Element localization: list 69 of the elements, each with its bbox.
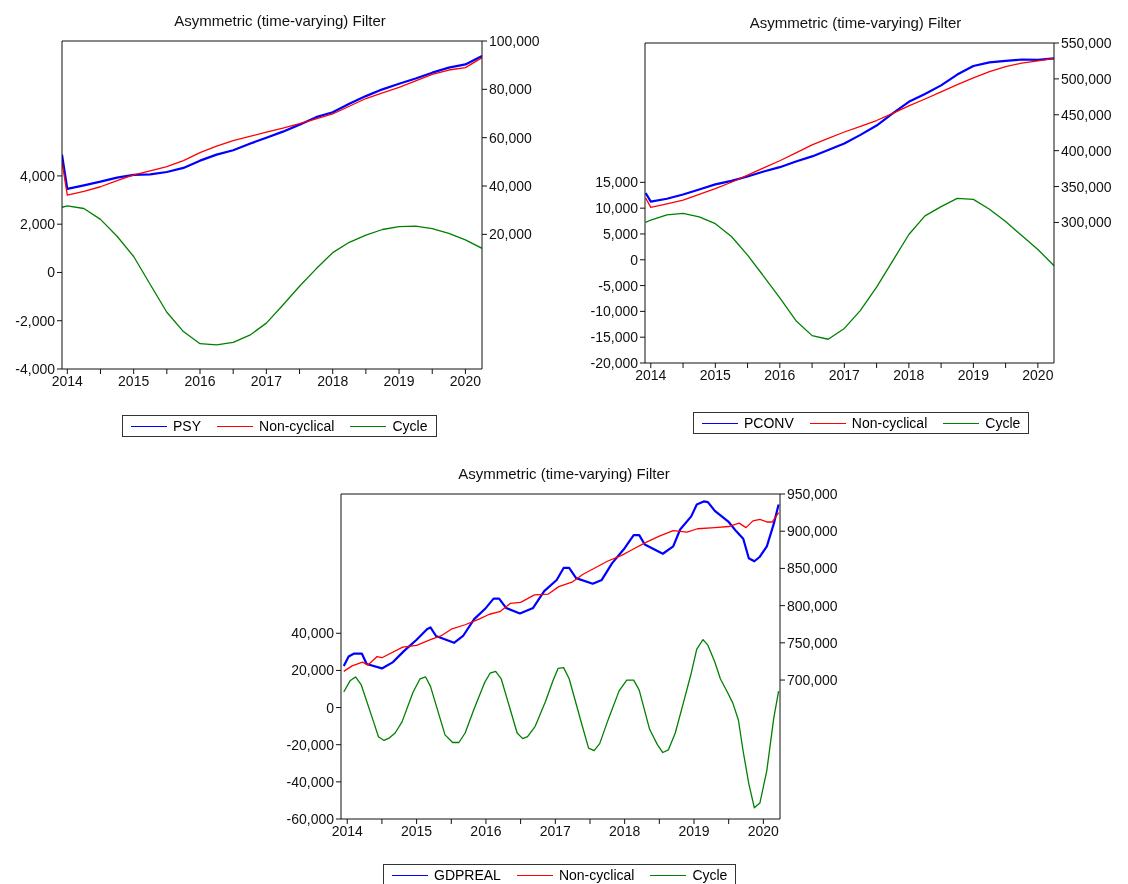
y2-tick-label: 20,000 [489, 226, 533, 243]
line-series [343, 638, 780, 809]
chart-title: Asymmetric (time-varying) Filter [748, 14, 963, 31]
y-tick-label: -60,000 [286, 810, 335, 827]
x-tick-label: 2015 [699, 366, 732, 383]
y2-tick-label: 450,000 [1061, 106, 1112, 123]
x-tick-label: 2017 [250, 372, 283, 389]
x-tick-label: 2016 [764, 366, 796, 383]
y2-tick-label: 950,000 [787, 485, 838, 502]
y2-tick-label: 80,000 [489, 81, 533, 98]
x-tick-label: 2019 [383, 372, 415, 389]
x-tick-label: 2019 [678, 822, 710, 839]
y-tick-label: 0 [630, 251, 639, 268]
y2-tick-label: 800,000 [787, 597, 838, 614]
x-tick-label: 2020 [449, 372, 482, 389]
legend-label: Cycle [692, 867, 728, 883]
x-tick-label: 2020 [747, 822, 780, 839]
line-series [62, 205, 482, 346]
line-series [645, 197, 1054, 340]
x-tick-label: 2016 [470, 822, 502, 839]
y2-tick-label: 750,000 [787, 634, 838, 651]
y2-tick-label: 700,000 [787, 672, 838, 688]
x-tick-label: 2015 [118, 372, 150, 389]
x-tick-label: 2018 [317, 372, 349, 389]
y2-tick-label: 900,000 [787, 523, 838, 540]
y2-tick-label: 350,000 [1061, 178, 1112, 195]
legend-label: Cycle [985, 415, 1021, 431]
y2-tick-label: 400,000 [1061, 142, 1112, 159]
y2-tick-label: 60,000 [489, 129, 533, 146]
chart-title: Asymmetric (time-varying) Filter [173, 12, 387, 29]
x-tick-label: 2017 [539, 822, 572, 839]
y2-tick-label: 40,000 [489, 178, 533, 194]
legend-label: Cycle [392, 418, 428, 434]
y-tick-label: -20,000 [286, 736, 335, 753]
chart-title: Asymmetric (time-varying) Filter [457, 465, 671, 482]
y-tick-label: 40,000 [291, 625, 335, 642]
legend-label: PSY [173, 418, 202, 434]
y-tick-label: 20,000 [291, 662, 335, 679]
y-tick-label: -15,000 [590, 329, 639, 346]
legend-label: Non-cyclical [259, 418, 335, 434]
x-tick-label: 2019 [957, 366, 990, 383]
y-tick-label: 15,000 [595, 174, 639, 191]
x-tick-label: 2015 [401, 822, 433, 839]
y2-tick-label: 850,000 [787, 560, 838, 577]
legend-label: GDPREAL [434, 867, 501, 883]
x-tick-label: 2016 [184, 372, 216, 389]
y-tick-label: -40,000 [286, 773, 335, 790]
legend-label: Non-cyclical [851, 415, 928, 431]
y-tick-label: -2,000 [15, 312, 56, 329]
y-tick-label: -10,000 [590, 303, 639, 320]
x-tick-label: 2020 [1022, 366, 1054, 383]
y2-tick-label: 100,000 [489, 32, 540, 49]
y-tick-label: -5,000 [598, 277, 639, 294]
legend-label: Non-cyclical [558, 867, 635, 883]
y-tick-label: 4,000 [19, 167, 56, 184]
x-tick-label: 2017 [828, 366, 861, 383]
x-tick-label: 2018 [609, 822, 641, 839]
y2-tick-label: 300,000 [1061, 214, 1112, 231]
y2-tick-label: 550,000 [1061, 34, 1112, 51]
y2-tick-label: 500,000 [1061, 70, 1112, 87]
x-tick-label: 2018 [893, 366, 925, 383]
y-tick-label: 5,000 [602, 225, 639, 242]
y-tick-label: 0 [47, 264, 56, 281]
y-tick-label: -4,000 [15, 360, 56, 377]
y-tick-label: 0 [326, 699, 335, 716]
y-tick-label: 2,000 [19, 216, 56, 233]
y-tick-label: 10,000 [595, 200, 639, 217]
y-tick-label: -20,000 [590, 354, 639, 371]
legend-label: PCONV [744, 415, 794, 431]
